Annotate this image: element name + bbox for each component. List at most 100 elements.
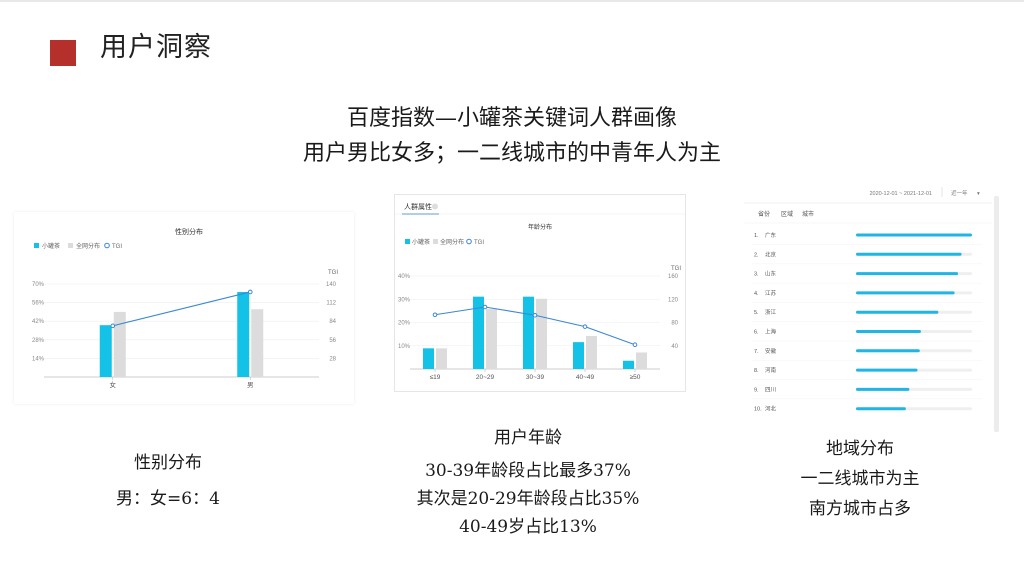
bar-quanwang bbox=[486, 309, 497, 369]
region-bar bbox=[856, 330, 921, 333]
region-label: 上海 bbox=[765, 328, 777, 336]
region-label: 浙江 bbox=[765, 308, 777, 316]
top-divider bbox=[0, 0, 1024, 2]
right-axis-label: TGI bbox=[328, 270, 338, 276]
chevron-down-icon[interactable]: ▾ bbox=[977, 191, 980, 197]
info-icon[interactable] bbox=[432, 203, 438, 210]
region-label: 四川 bbox=[765, 386, 776, 393]
y2-tick-label: 84 bbox=[329, 319, 336, 325]
region-bar bbox=[856, 368, 918, 372]
legend-marker-tgi bbox=[466, 238, 472, 245]
tgi-point bbox=[432, 312, 438, 318]
x-tick-label: 30~39 bbox=[526, 374, 545, 381]
age-caption-line2: 其次是20-29年龄段占比35% bbox=[416, 489, 640, 509]
y2-tick-label: 160 bbox=[668, 274, 679, 280]
y-tick-label: 10% bbox=[398, 344, 411, 350]
legend-label-quanwang: 全网分布 bbox=[76, 242, 100, 250]
age-caption-title: 用户年龄 bbox=[494, 428, 562, 448]
region-bar bbox=[856, 291, 955, 295]
region-caption: 地域分布 一二线城市为主 南方城市占多 bbox=[780, 434, 940, 524]
age-chart-title: 年龄分布 bbox=[528, 223, 552, 231]
x-tick-label: 40~49 bbox=[576, 374, 595, 381]
title-accent-square bbox=[50, 40, 76, 66]
y-tick-label: 40% bbox=[398, 274, 411, 280]
gender-caption: 性别分布 男：女=6：4 bbox=[98, 449, 238, 513]
bar-xiaoguancha bbox=[573, 342, 584, 369]
x-tick-label: 男 bbox=[247, 381, 254, 389]
region-label: 山东 bbox=[765, 270, 777, 278]
tgi-point bbox=[247, 289, 253, 295]
region-panel: 2020-12-01 ~ 2021-12-01 近一年 ▾ 省份 区域 城市 1… bbox=[744, 182, 992, 422]
tgi-line bbox=[112, 291, 251, 327]
rank-number: 1. bbox=[754, 233, 759, 239]
y2-tick-label: 112 bbox=[326, 301, 336, 307]
bar-xiaoguancha bbox=[99, 325, 112, 377]
rank-number: 8. bbox=[754, 368, 759, 374]
legend-swatch-quanwang bbox=[433, 239, 438, 244]
x-tick-label: 20~29 bbox=[476, 374, 495, 381]
rank-number: 9. bbox=[754, 387, 759, 393]
legend-swatch-quanwang bbox=[68, 243, 73, 248]
y-tick-label: 30% bbox=[398, 297, 411, 303]
y2-tick-label: 40 bbox=[671, 344, 678, 350]
region-bar bbox=[856, 349, 920, 353]
age-caption-line1: 30-39年龄段占比最多37% bbox=[425, 461, 631, 481]
y-tick-label: 14% bbox=[32, 356, 45, 362]
region-label: 安徽 bbox=[765, 347, 777, 355]
tgi-point bbox=[482, 304, 488, 310]
region-caption-line2: 南方城市占多 bbox=[809, 499, 911, 519]
y2-tick-label: 80 bbox=[671, 321, 678, 327]
date-range[interactable]: 2020-12-01 ~ 2021-12-01 bbox=[869, 191, 932, 197]
tab-region[interactable]: 区域 bbox=[781, 210, 793, 218]
region-caption-title: 地域分布 bbox=[826, 439, 894, 459]
bar-quanwang bbox=[251, 309, 264, 377]
crowd-attributes-tab[interactable]: 人群属性 bbox=[404, 202, 432, 211]
period-select[interactable]: 近一年 bbox=[951, 189, 968, 197]
tab-city[interactable]: 城市 bbox=[802, 210, 814, 218]
bar-xiaoguancha bbox=[423, 348, 434, 369]
subtitle-line-1: 百度指数—小罐茶关键词人群画像 bbox=[346, 106, 677, 131]
scrollbar[interactable] bbox=[994, 196, 999, 432]
rank-number: 4. bbox=[754, 291, 759, 297]
page-title: 用户洞察 bbox=[100, 32, 212, 63]
bar-quanwang bbox=[436, 348, 447, 369]
region-label: 江苏 bbox=[765, 289, 777, 297]
region-bar bbox=[856, 407, 906, 411]
gender-chart-title: 性别分布 bbox=[175, 227, 203, 236]
right-axis-label: TGI bbox=[671, 266, 681, 272]
age-chart: 人群属性 年龄分布 小罐茶 全网分布 TGI TGI 10% 20% 30% 40% 4… bbox=[395, 202, 685, 381]
region-bar bbox=[856, 310, 939, 314]
x-tick-label: 女 bbox=[110, 380, 117, 389]
region-bar bbox=[856, 387, 910, 391]
rank-number: 6. bbox=[754, 330, 759, 336]
region-bar bbox=[856, 272, 959, 276]
y-tick-label: 70% bbox=[32, 282, 45, 288]
legend-label-xiaoguancha: 小罐茶 bbox=[412, 238, 430, 246]
bar-quanwang bbox=[586, 335, 597, 369]
gender-caption-line1: 男：女=6：4 bbox=[116, 489, 220, 509]
legend-label-quanwang: 全网分布 bbox=[440, 238, 464, 246]
legend-marker-tgi bbox=[104, 242, 110, 249]
y2-tick-label: 120 bbox=[668, 297, 679, 303]
tgi-point bbox=[110, 323, 116, 329]
bar-xiaoguancha bbox=[473, 296, 484, 369]
region-label: 河北 bbox=[765, 405, 777, 413]
region-bar bbox=[856, 233, 972, 237]
bar-quanwang bbox=[636, 352, 647, 369]
age-caption: 用户年龄 30-39年龄段占比最多37% 其次是20-29年龄段占比35% 40… bbox=[378, 424, 678, 541]
y-tick-label: 42% bbox=[32, 319, 45, 325]
y-tick-label: 28% bbox=[32, 338, 45, 344]
gender-caption-title: 性别分布 bbox=[134, 453, 202, 473]
region-caption-line1: 一二线城市为主 bbox=[800, 469, 920, 489]
age-chart-panel: 人群属性 年龄分布 小罐茶 全网分布 TGI TGI 10% 20% 30% 40% 4… bbox=[394, 194, 686, 392]
rank-number: 5. bbox=[754, 310, 759, 316]
bar-xiaoguancha bbox=[623, 360, 634, 369]
bar-quanwang bbox=[113, 311, 126, 377]
tab-province[interactable]: 省份 bbox=[758, 210, 770, 218]
y2-tick-label: 140 bbox=[326, 282, 337, 288]
subtitle-line-2: 用户男比女多；一二线城市的中青年人为主 bbox=[302, 141, 721, 166]
x-tick-label: ≥50 bbox=[630, 374, 641, 381]
rank-number: 7. bbox=[754, 349, 759, 355]
legend-label-xiaoguancha: 小罐茶 bbox=[42, 242, 60, 250]
y2-tick-label: 56 bbox=[329, 338, 336, 344]
